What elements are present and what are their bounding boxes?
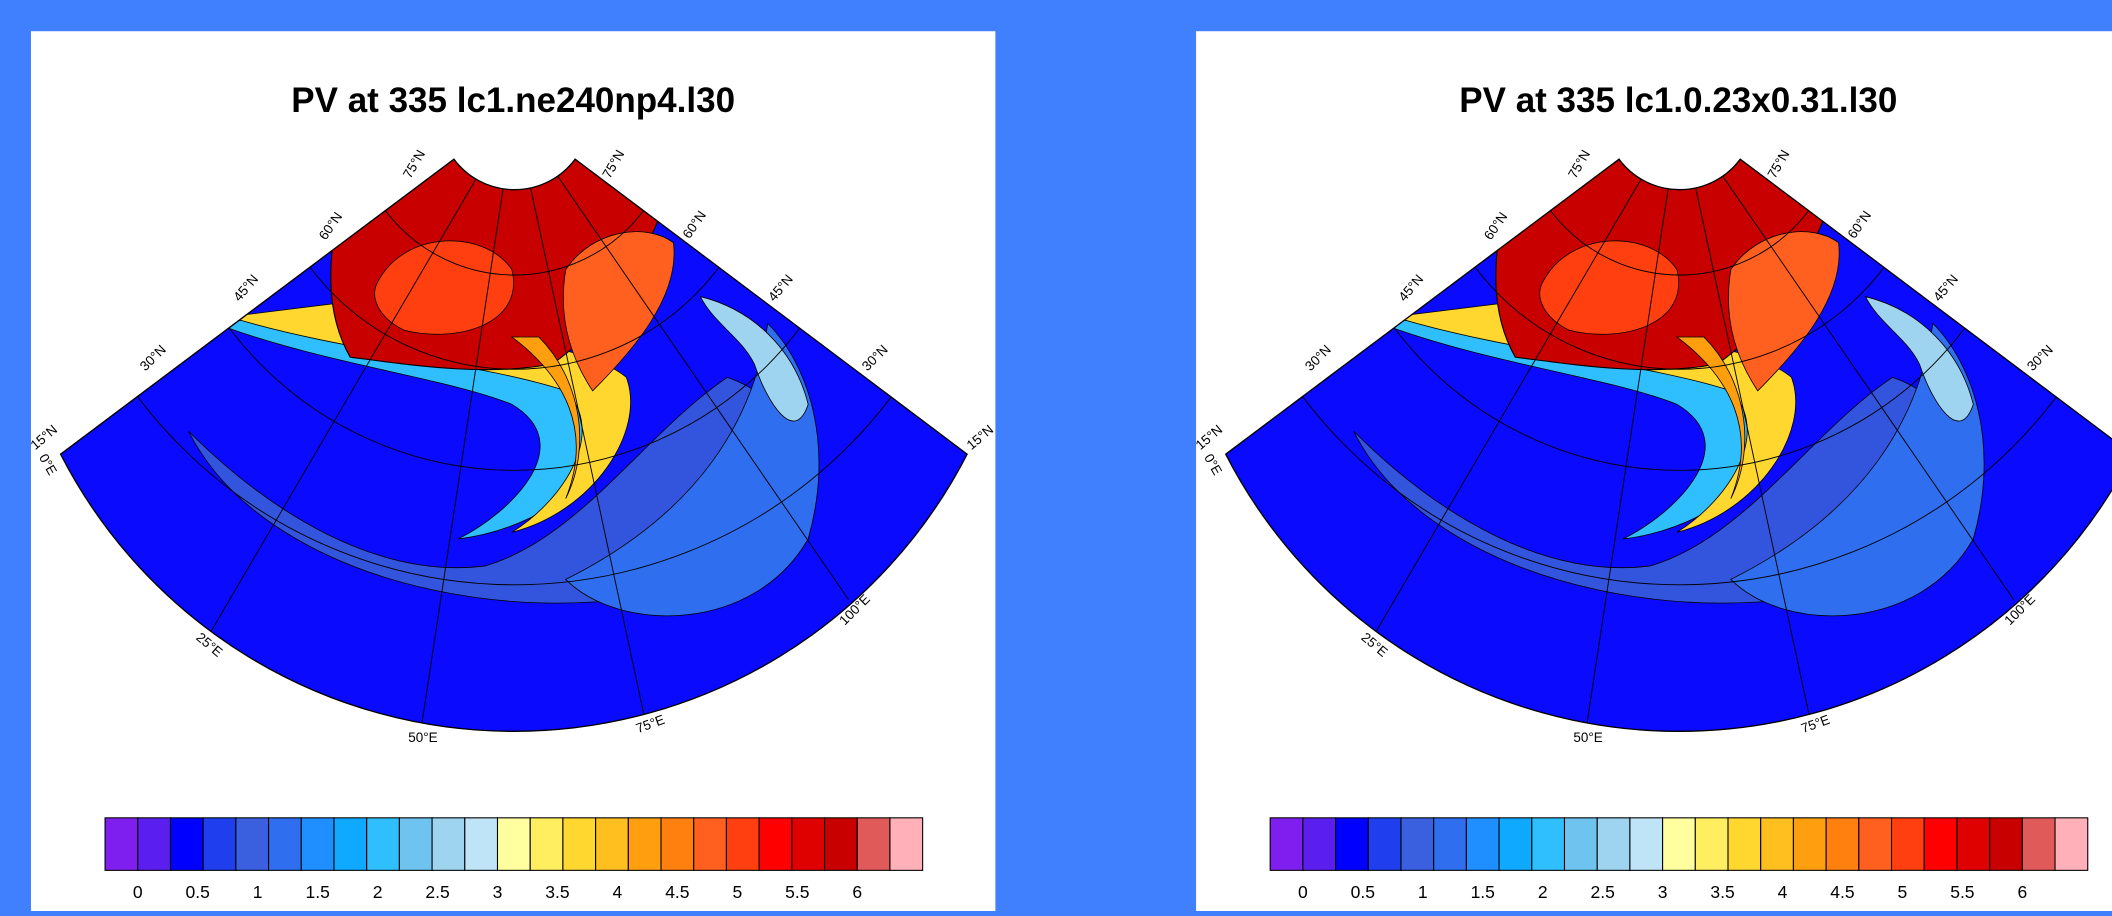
colorbar-tick-label: 5.5 [1950,882,1974,902]
colorbar-box [334,818,367,871]
colorbar-box [1303,818,1336,871]
colorbar-tick-label: 1 [1418,882,1428,902]
colorbar-box [2055,818,2088,871]
colorbar-tick-label: 1 [253,882,263,902]
colorbar-tick-label: 3.5 [545,882,569,902]
colorbar-box [1401,818,1434,871]
colorbar-box [465,818,498,871]
colorbar-box [1434,818,1467,871]
colorbar-tick-label: 6 [2017,882,2027,902]
colorbar-box [1990,818,2023,871]
colorbar-tick-label: 4 [613,882,623,902]
colorbar-box [563,818,596,871]
colorbar-box [857,818,890,871]
colorbar-box [1859,818,1892,871]
colorbar-box [694,818,727,871]
colorbar-box [301,818,334,871]
colorbar-box [596,818,629,871]
colorbar-box [1564,818,1597,871]
colorbar-box [236,818,269,871]
colorbar-box [1466,818,1499,871]
colorbar-box [759,818,792,871]
colorbar-box [2022,818,2055,871]
colorbar-box [890,818,923,871]
colorbar-box [1892,818,1925,871]
colorbar-box [726,818,759,871]
colorbar-box [1270,818,1303,871]
colorbar-box [269,818,302,871]
colorbar-box [1793,818,1826,871]
colorbar-tick-label: 0.5 [1351,882,1375,902]
colorbar-box [170,818,203,871]
colorbar-tick-label: 5.5 [785,882,809,902]
colorbar-tick-label: 4.5 [1830,882,1854,902]
colorbar-tick-label: 2.5 [425,882,449,902]
colorbar-tick-label: 2.5 [1590,882,1614,902]
panel-title: PV at 335 lc1.0.23x0.31.l30 [1459,81,1897,120]
colorbar-box [661,818,694,871]
colorbar-box [1957,818,1990,871]
colorbar-box [203,818,236,871]
colorbar-tick-label: 2 [1538,882,1548,902]
colorbar-tick-label: 4 [1778,882,1788,902]
colorbar-tick-label: 3 [493,882,503,902]
colorbar-box [138,818,171,871]
colorbar-box [1499,818,1532,871]
colorbar-box [367,818,400,871]
colorbar-box [1630,818,1663,871]
colorbar-box [1336,818,1369,871]
colorbar-tick-label: 1.5 [305,882,329,902]
panel: PV at 335 lc1.ne240np4.l3075°N60°N45°N30… [0,0,1024,911]
colorbar-box [825,818,858,871]
graticule-label: 50°E [408,730,437,745]
colorbar-box [105,818,138,871]
colorbar-tick-label: 5 [732,882,742,902]
screen: PV at 335 lc1.ne240np4.l3075°N60°N45°N30… [0,0,2112,911]
colorbar-box [530,818,563,871]
colorbar-box [1663,818,1696,871]
colorbar-box [1532,818,1565,871]
colorbar-tick-label: 0.5 [186,882,210,902]
colorbar-box [1761,818,1794,871]
colorbar-box [432,818,465,871]
panel-title: PV at 335 lc1.ne240np4.l30 [291,81,735,120]
colorbar-box [399,818,432,871]
colorbar-box [1924,818,1957,871]
colorbar-tick-label: 6 [852,882,862,902]
colorbar-tick-label: 0 [133,882,143,902]
colorbar-box [498,818,531,871]
colorbar-box [1826,818,1859,871]
panel: PV at 335 lc1.0.23x0.31.l3075°N60°N45°N3… [1165,0,2112,911]
panels: PV at 335 lc1.ne240np4.l3075°N60°N45°N30… [0,0,2112,911]
colorbar-tick-label: 0 [1298,882,1308,902]
colorbar-box [792,818,825,871]
colorbar-tick-label: 3 [1658,882,1668,902]
colorbar-box [1597,818,1630,871]
graticule-label: 50°E [1573,730,1602,745]
colorbar-tick-label: 1.5 [1471,882,1495,902]
colorbar-box [1695,818,1728,871]
colorbar-tick-label: 3.5 [1710,882,1734,902]
colorbar-tick-label: 5 [1898,882,1908,902]
colorbar-box [1728,818,1761,871]
colorbar-tick-label: 2 [373,882,383,902]
colorbar-tick-label: 4.5 [665,882,689,902]
colorbar-box [628,818,661,871]
colorbar-box [1368,818,1401,871]
